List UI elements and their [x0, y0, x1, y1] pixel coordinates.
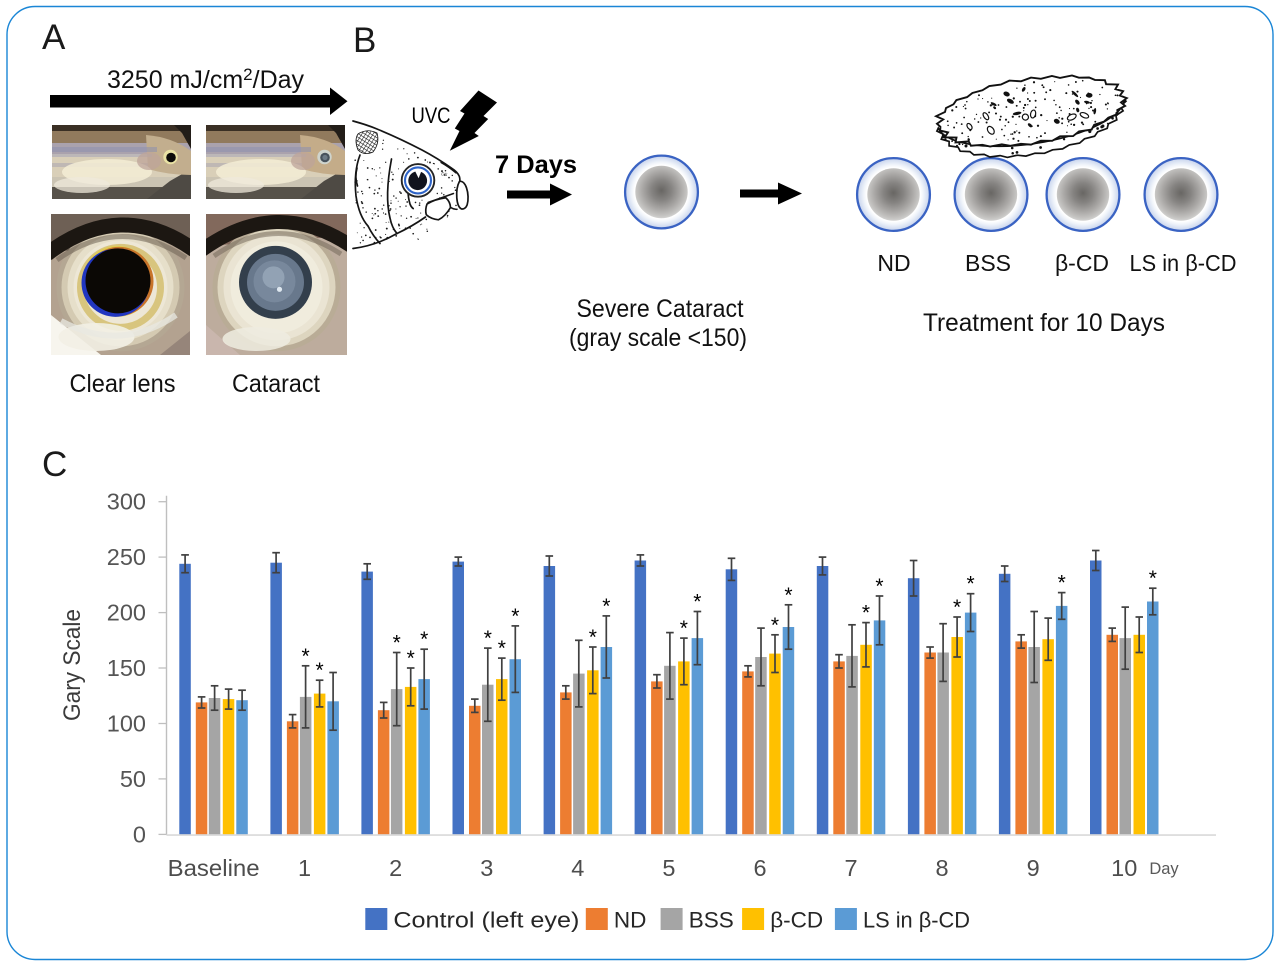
svg-text:9: 9 [1027, 855, 1040, 881]
svg-text:3250 mJ/cm2/Day: 3250 mJ/cm2/Day [107, 65, 305, 94]
svg-text:8: 8 [936, 855, 949, 881]
svg-text:ND: ND [877, 250, 910, 276]
svg-text:7 Days: 7 Days [495, 151, 577, 179]
svg-text:LS in β-CD: LS in β-CD [1130, 250, 1237, 276]
svg-text:*: * [1149, 567, 1157, 590]
svg-text:BSS: BSS [965, 250, 1011, 276]
svg-text:200: 200 [107, 600, 146, 626]
svg-text:3: 3 [480, 855, 493, 881]
svg-text:4: 4 [571, 855, 584, 881]
svg-text:*: * [393, 632, 401, 655]
svg-text:*: * [498, 637, 506, 660]
svg-text:*: * [693, 591, 701, 614]
svg-text:1: 1 [298, 855, 311, 881]
svg-text:5: 5 [662, 855, 675, 881]
svg-text:250: 250 [107, 544, 146, 570]
svg-text:B: B [353, 21, 376, 60]
svg-text:*: * [1058, 572, 1066, 595]
svg-text:150: 150 [107, 655, 146, 681]
svg-text:*: * [784, 584, 792, 607]
svg-text:10: 10 [1111, 855, 1137, 881]
svg-text:Severe Cataract: Severe Cataract [577, 295, 744, 323]
svg-text:*: * [680, 617, 688, 640]
svg-text:Treatment for 10 Days: Treatment for 10 Days [923, 309, 1165, 337]
svg-text:Day: Day [1149, 860, 1179, 878]
svg-text:*: * [511, 605, 519, 628]
svg-text:*: * [302, 645, 310, 668]
svg-text:0: 0 [133, 821, 146, 847]
svg-text:Clear lens: Clear lens [70, 370, 176, 398]
svg-text:Gary Scale: Gary Scale [59, 609, 86, 721]
svg-text:*: * [407, 647, 415, 670]
svg-text:C: C [42, 445, 67, 484]
svg-text:A: A [42, 18, 66, 57]
svg-text:(gray scale <150): (gray scale <150) [569, 324, 747, 352]
svg-text:*: * [589, 626, 597, 649]
svg-text:*: * [771, 614, 779, 637]
svg-text:Control (left eye): Control (left eye) [393, 908, 579, 933]
svg-text:6: 6 [753, 855, 766, 881]
svg-text:*: * [316, 659, 324, 682]
svg-text:*: * [484, 627, 492, 650]
svg-text:LS in β-CD: LS in β-CD [863, 908, 970, 933]
svg-text:*: * [875, 575, 883, 598]
svg-text:UVC: UVC [412, 103, 451, 128]
svg-text:DS: DS [441, 171, 448, 177]
svg-text:*: * [967, 573, 975, 596]
svg-text:β-CD: β-CD [770, 908, 823, 933]
svg-text:ND: ND [614, 908, 647, 933]
svg-text:100: 100 [107, 711, 146, 737]
svg-text:β-CD: β-CD [1055, 250, 1109, 276]
svg-text:50: 50 [120, 766, 146, 792]
svg-text:*: * [862, 602, 870, 625]
svg-text:2: 2 [389, 855, 402, 881]
svg-text:300: 300 [107, 489, 146, 515]
svg-text:*: * [953, 596, 961, 619]
svg-text:*: * [602, 595, 610, 618]
svg-text:BSS: BSS [689, 908, 734, 933]
svg-text:Cataract: Cataract [232, 370, 320, 398]
svg-text:7: 7 [844, 855, 857, 881]
svg-text:*: * [420, 628, 428, 651]
svg-text:Baseline: Baseline [168, 855, 260, 881]
